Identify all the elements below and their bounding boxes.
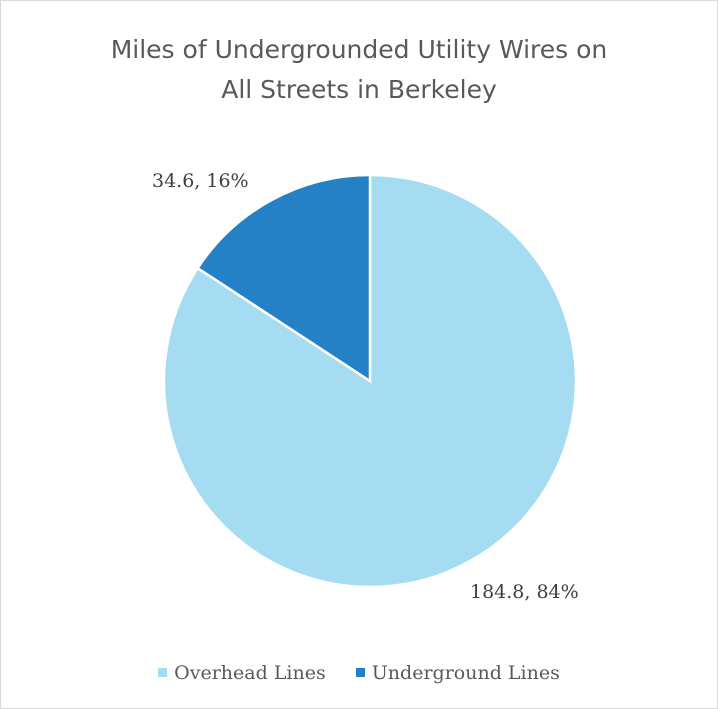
legend-item-underground: Underground Lines — [355, 661, 560, 684]
pie-slice-underground — [195, 173, 372, 384]
legend-swatch-underground — [355, 668, 365, 677]
legend-item-overhead: Overhead Lines — [158, 662, 326, 684]
legend: Overhead Lines Underground Lines — [0, 660, 718, 684]
data-label-overhead: 184.8, 84% — [470, 581, 579, 603]
pie-slice-overhead — [162, 173, 578, 589]
legend-swatch-overhead — [158, 668, 168, 677]
data-label-underground: 34.6, 16% — [152, 170, 249, 192]
legend-label-overhead: Overhead Lines — [174, 661, 326, 684]
chart-title-line-2: All Streets in Berkeley — [221, 75, 497, 104]
chart-title: Miles of Undergrounded Utility Wires on … — [0, 30, 718, 110]
legend-label-underground: Underground Lines — [371, 661, 560, 684]
chart-title-line-1: Miles of Undergrounded Utility Wires on — [110, 35, 608, 64]
